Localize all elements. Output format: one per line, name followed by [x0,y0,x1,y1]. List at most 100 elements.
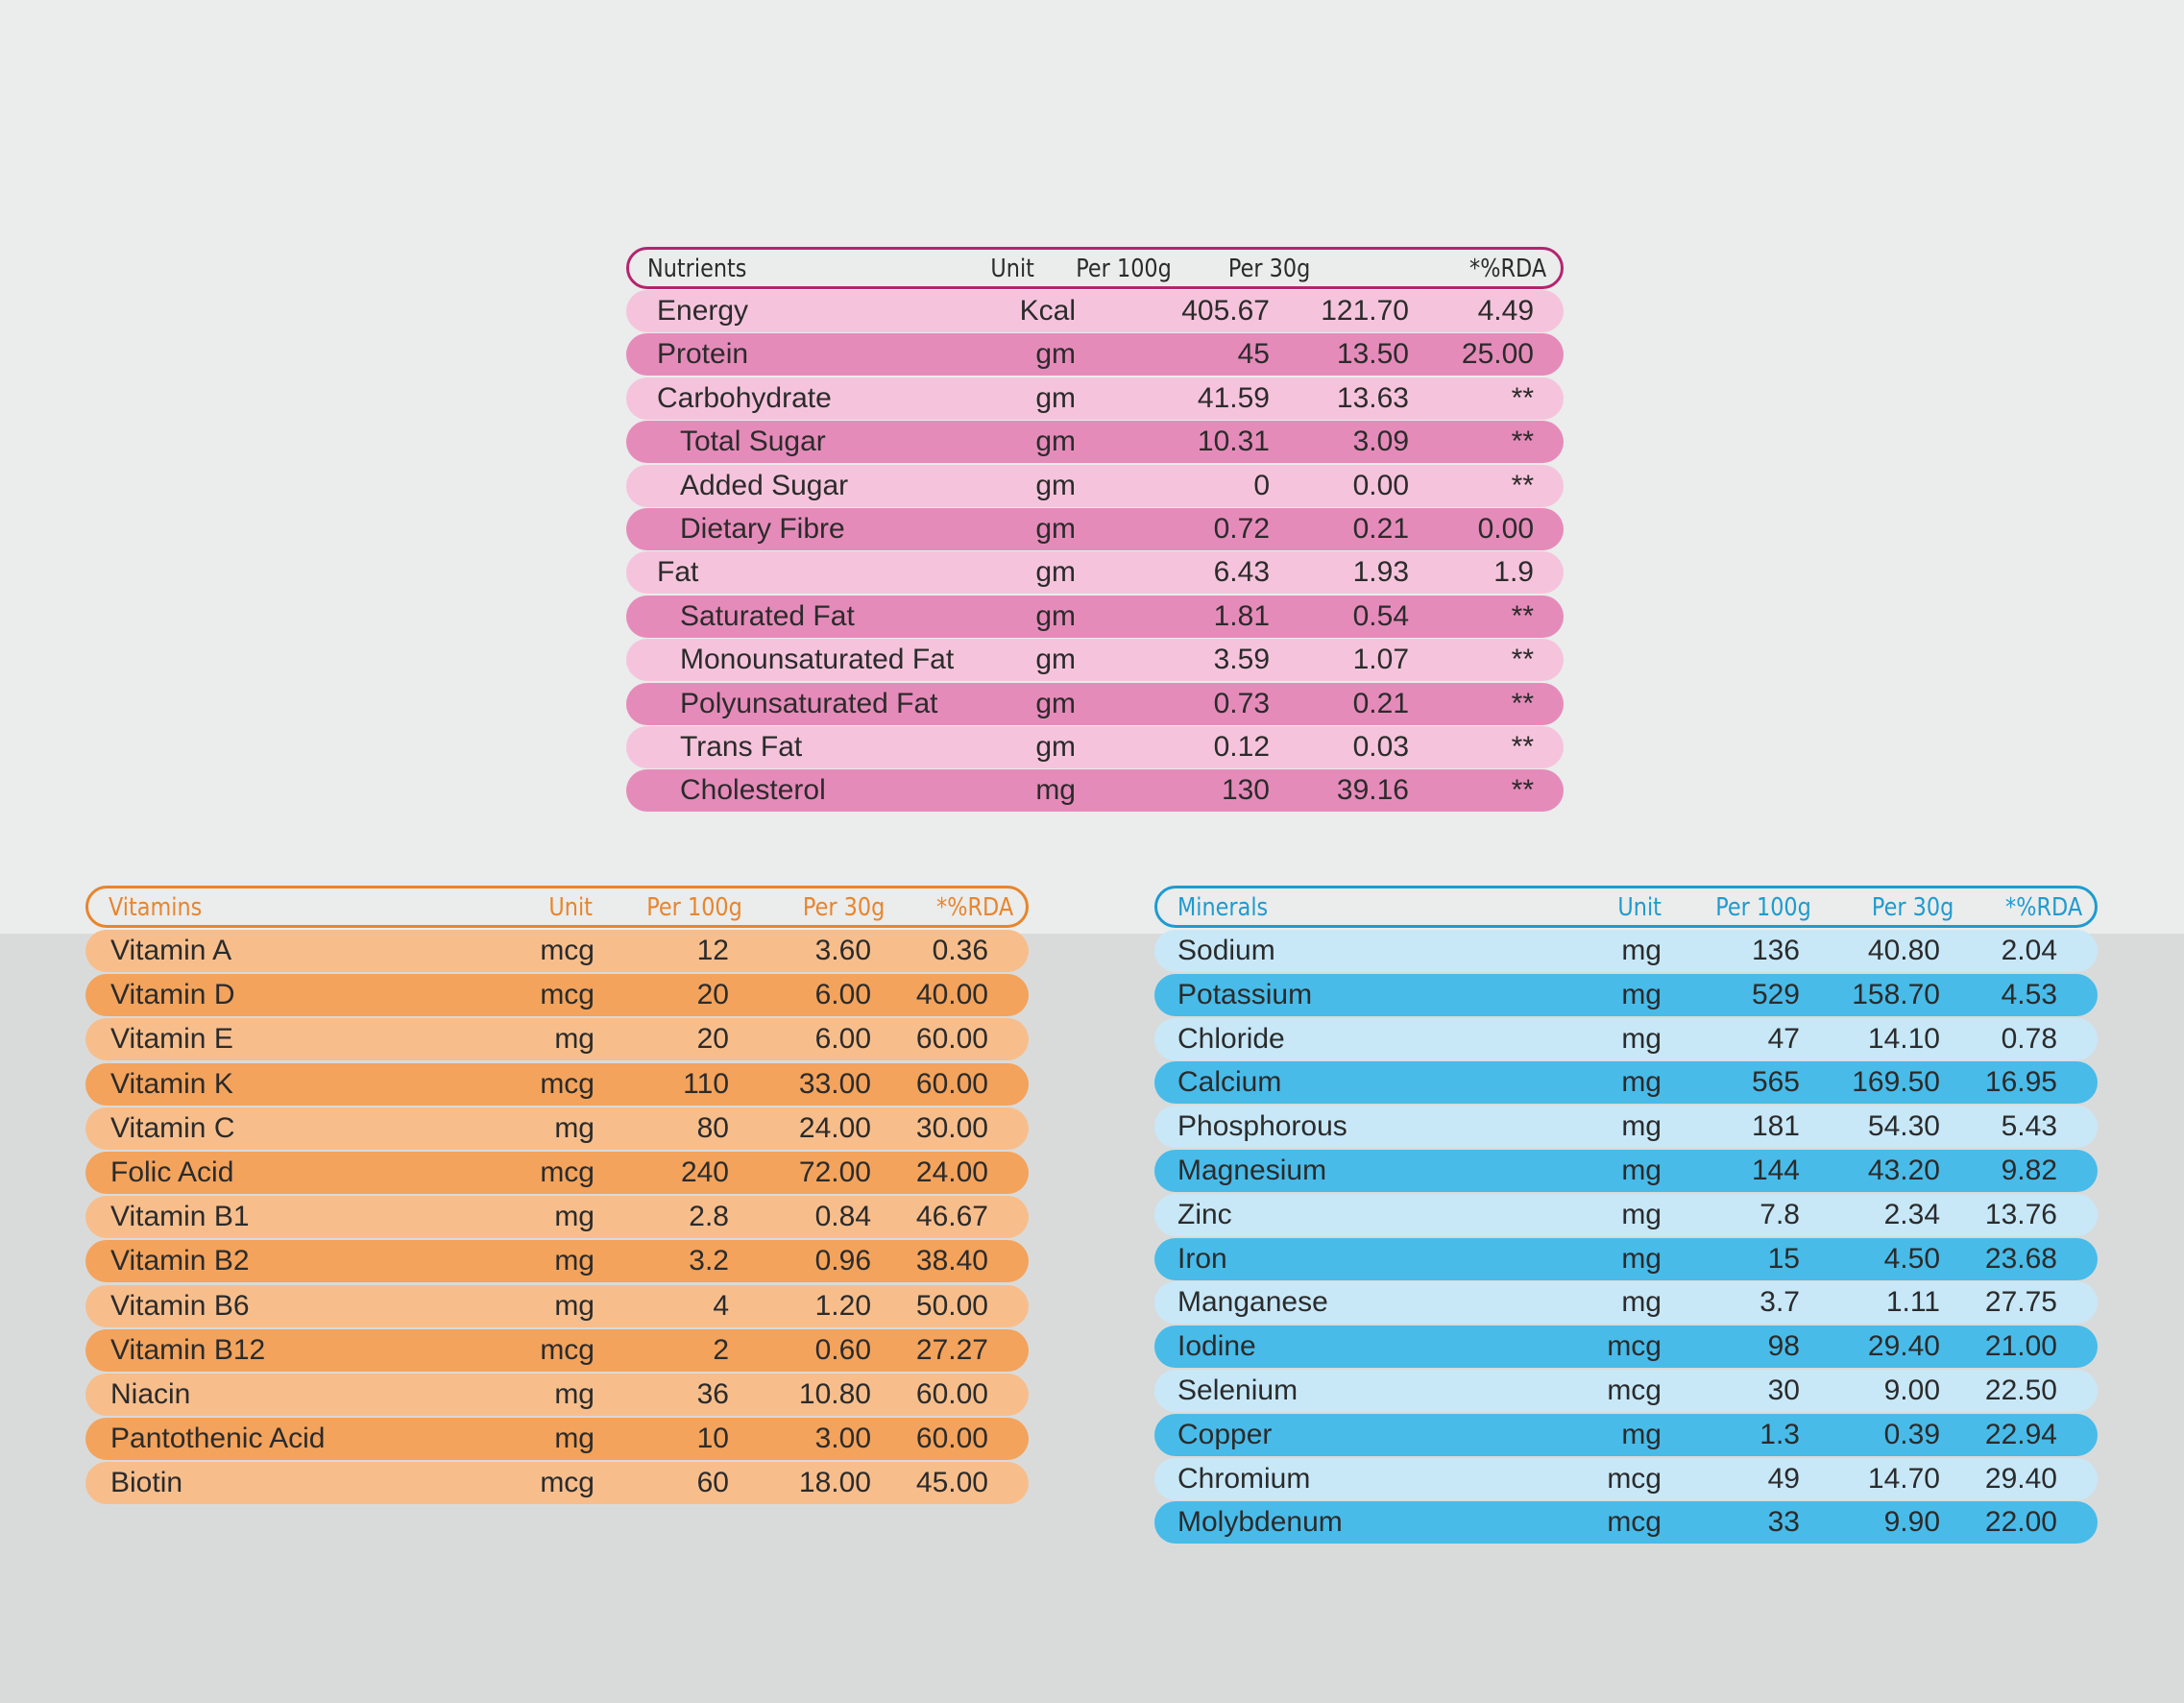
minerals-row-copper: Copper mg 1.3 0.39 22.94 [1154,1413,2098,1456]
vitamins-header-unit: Unit [548,893,593,922]
nutrients-cell-rda: ** [1511,687,1534,719]
nutrients-row-fat: Fat gm 6.43 1.93 1.9 [626,551,1564,595]
vitamins-row-biotin: Biotin mcg 60 18.00 45.00 [85,1462,1029,1505]
nutrients-cell-rda: ** [1511,426,1534,458]
nutrients-cell-unit: gm [1035,338,1076,371]
minerals-row-zinc: Zinc mg 7.8 2.34 13.76 [1154,1193,2098,1236]
vitamins-row-vitamin-d: Vitamin D mcg 20 6.00 40.00 [85,974,1029,1017]
vitamins-cell-per-30g: 3.60 [814,935,871,966]
nutrients-cell-rda: 4.49 [1477,295,1534,327]
vitamins-header-per-30g: Per 30g [802,893,885,922]
minerals-cell-unit: mcg [1607,1506,1662,1539]
minerals-cell-name: Manganese [1177,1286,1328,1319]
vitamins-cell-per-100g: 2 [713,1333,729,1366]
minerals-row-sodium: Sodium mg 136 40.80 2.04 [1154,930,2098,972]
vitamins-cell-unit: mg [554,1201,595,1233]
minerals-header-per-100g: Per 100g [1715,893,1811,922]
vitamins-cell-name: Vitamin E [110,1023,233,1056]
nutrients-cell-name: Cholesterol [680,774,826,807]
nutrients-header-per-30g: Per 30g [1227,255,1310,283]
nutrients-cell-per-30g: 0.21 [1352,513,1409,545]
nutrients-cell-rda: ** [1511,644,1534,676]
nutrients-cell-name: Fat [657,556,699,589]
nutrients-cell-unit: gm [1035,731,1076,763]
vitamins-cell-per-30g: 6.00 [814,979,871,1011]
minerals-cell-unit: mg [1621,935,1662,966]
vitamins-cell-per-30g: 6.00 [814,1023,871,1056]
minerals-cell-per-30g: 43.20 [1867,1155,1940,1186]
nutrients-cell-per-30g: 39.16 [1336,774,1409,807]
minerals-cell-per-30g: 40.80 [1867,935,1940,966]
vitamins-cell-name: Vitamin B6 [110,1289,250,1322]
nutrients-cell-unit: gm [1035,599,1076,632]
minerals-header-row: Minerals Unit Per 100g Per 30g *%RDA [1154,886,2098,928]
minerals-cell-unit: mg [1621,1242,1662,1275]
vitamins-cell-per-30g: 33.00 [798,1067,871,1100]
minerals-cell-rda: 23.68 [1984,1242,2057,1275]
nutrients-cell-rda: ** [1511,469,1534,501]
nutrients-cell-unit: gm [1035,426,1076,458]
nutrients-cell-name: Monounsaturated Fat [680,644,955,676]
nutrients-cell-name: Energy [657,295,749,327]
nutrients-cell-per-30g: 13.63 [1336,381,1409,414]
vitamins-row-vitamin-k: Vitamin K mcg 110 33.00 60.00 [85,1062,1029,1106]
minerals-cell-per-100g: 49 [1767,1462,1800,1495]
vitamins-cell-per-100g: 20 [696,1023,729,1056]
nutrients-cell-per-100g: 6.43 [1213,556,1270,589]
vitamins-row-niacin: Niacin mg 36 10.80 60.00 [85,1374,1029,1416]
vitamins-row-vitamin-c: Vitamin C mg 80 24.00 30.00 [85,1107,1029,1150]
minerals-cell-unit: mg [1621,1022,1662,1055]
minerals-cell-per-30g: 29.40 [1867,1330,1940,1363]
minerals-row-iron: Iron mg 15 4.50 23.68 [1154,1237,2098,1280]
vitamins-cell-per-100g: 4 [713,1289,729,1322]
nutrients-cell-unit: gm [1035,381,1076,414]
minerals-cell-name: Chromium [1177,1462,1311,1495]
minerals-cell-unit: mg [1621,1286,1662,1319]
minerals-cell-unit: mcg [1607,1375,1662,1406]
minerals-cell-name: Molybdenum [1177,1506,1343,1539]
vitamins-cell-per-100g: 3.2 [689,1245,729,1277]
minerals-row-phosphorous: Phosphorous mg 181 54.30 5.43 [1154,1106,2098,1149]
nutrients-cell-rda: ** [1511,381,1534,414]
vitamins-cell-per-100g: 20 [696,979,729,1011]
vitamins-cell-per-30g: 3.00 [814,1423,871,1455]
nutrients-cell-name: Protein [657,338,749,371]
nutrients-cell-name: Saturated Fat [680,599,855,632]
minerals-cell-unit: mg [1621,1418,1662,1450]
minerals-cell-rda: 22.00 [1984,1506,2057,1539]
nutrients-cell-per-30g: 13.50 [1336,338,1409,371]
nutrients-header-rda: *%RDA [1468,255,1546,283]
minerals-cell-rda: 22.94 [1984,1418,2057,1450]
vitamins-cell-rda: 27.27 [915,1333,988,1366]
vitamins-cell-per-100g: 110 [683,1067,729,1100]
nutrients-row-saturated-fat: Saturated Fat gm 1.81 0.54 ** [626,595,1564,638]
minerals-cell-rda: 9.82 [2001,1155,2057,1186]
minerals-cell-per-30g: 4.50 [1883,1242,1940,1275]
vitamins-cell-rda: 46.67 [915,1201,988,1233]
minerals-header-unit: Unit [1617,893,1662,922]
vitamins-cell-name: Vitamin B12 [110,1333,266,1366]
vitamins-cell-name: Vitamin D [110,979,235,1011]
nutrients-row-monounsaturated-fat: Monounsaturated Fat gm 3.59 1.07 ** [626,639,1564,682]
vitamins-row-vitamin-a: Vitamin A mcg 12 3.60 0.36 [85,930,1029,972]
nutrients-cell-name: Added Sugar [680,469,849,501]
minerals-cell-unit: mg [1621,1110,1662,1143]
nutrients-cell-unit: gm [1035,644,1076,676]
nutrients-cell-name: Polyunsaturated Fat [680,687,938,719]
nutrients-cell-per-30g: 1.07 [1352,644,1409,676]
minerals-cell-name: Phosphorous [1177,1110,1347,1143]
minerals-cell-per-100g: 529 [1751,978,1800,1010]
nutrients-cell-unit: gm [1035,687,1076,719]
vitamins-cell-name: Vitamin B1 [110,1201,250,1233]
vitamins-cell-name: Folic Acid [110,1156,234,1188]
vitamins-cell-unit: mg [554,1023,595,1056]
minerals-cell-per-100g: 98 [1767,1330,1800,1363]
vitamins-cell-rda: 60.00 [915,1423,988,1455]
nutrients-cell-per-100g: 10.31 [1197,426,1270,458]
vitamins-table: Vitamins Unit Per 100g Per 30g *%RDA Vitamin … [85,886,1029,1505]
minerals-cell-name: Selenium [1177,1375,1298,1406]
minerals-cell-rda: 16.95 [1984,1066,2057,1099]
vitamins-cell-per-30g: 72.00 [798,1156,871,1188]
vitamins-cell-name: Biotin [110,1467,183,1499]
nutrients-row-added-sugar: Added Sugar gm 0 0.00 ** [626,464,1564,507]
